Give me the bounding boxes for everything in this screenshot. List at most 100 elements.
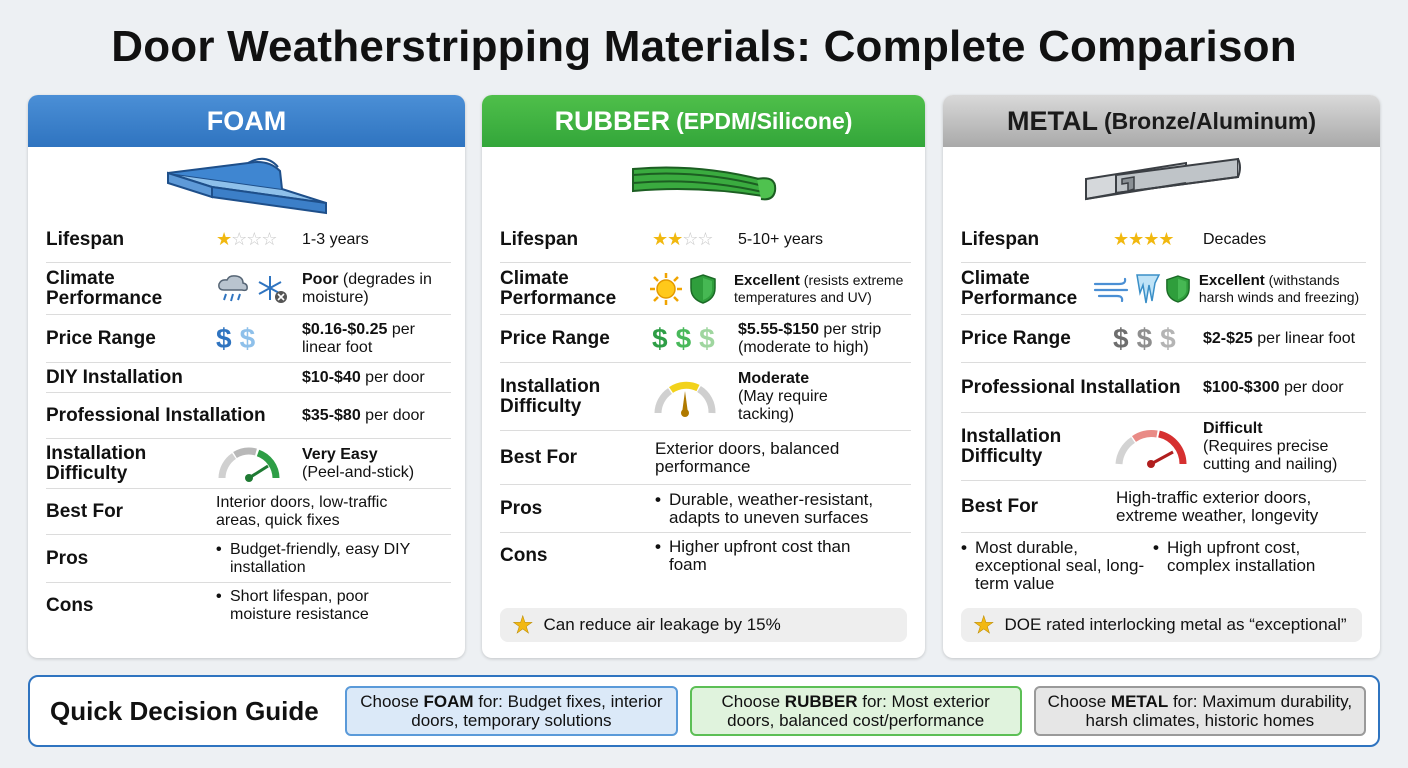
metal-header-title: METAL bbox=[1006, 105, 1098, 136]
difficulty-value: Very Easy (Peel-and-stick) bbox=[302, 445, 415, 481]
lifespan-label: Lifespan bbox=[46, 228, 125, 250]
two-dollar-icon: $ $ bbox=[216, 322, 258, 354]
cons-label: Cons bbox=[500, 545, 548, 566]
rubber-header: RUBBER (EPDM/Silicone) bbox=[482, 95, 925, 147]
climate-label: Climate Performance bbox=[500, 267, 617, 309]
best-value: High-traffic exterior doors, extreme wea… bbox=[1116, 487, 1319, 525]
price-label: Price Range bbox=[46, 327, 156, 349]
metal-header: METAL (Bronze/Aluminum) bbox=[943, 95, 1380, 147]
star-empty-icon: ☆☆ bbox=[682, 229, 713, 249]
diy-value: $10-$40 per door bbox=[302, 368, 425, 386]
gauge-moderate-icon bbox=[654, 381, 716, 417]
price-value: $2-$25 per linear foot bbox=[1203, 329, 1356, 347]
best-label: Best For bbox=[961, 495, 1039, 517]
cons-value: • Higher upfront cost than foam bbox=[655, 537, 851, 574]
pro-value: $100-$300 per door bbox=[1203, 378, 1344, 396]
pro-value: $35-$80 per door bbox=[302, 406, 425, 424]
difficulty-value: Moderate (May require tacking) bbox=[738, 369, 828, 423]
star-empty-icon: ☆☆☆ bbox=[231, 229, 277, 249]
best-value: Exterior doors, balanced performance bbox=[655, 438, 840, 476]
rubber-seal-strip-icon bbox=[482, 147, 925, 217]
three-dollar-icon: $ $ $ bbox=[1113, 322, 1178, 354]
foam-difficulty-row: Installation Difficulty Very Easy (Peel-a… bbox=[46, 439, 451, 489]
gauge-difficult-icon bbox=[1115, 429, 1187, 468]
foam-price-row: Price Range $ $ $0.16-$0.25 per linear fo… bbox=[46, 315, 451, 363]
price-label: Price Range bbox=[500, 327, 610, 349]
pro-label: Professional Installation bbox=[46, 404, 266, 426]
foam-pros-row: Pros • Budget-friendly, easy DIY installa… bbox=[46, 535, 451, 583]
pros-value: • Durable, weather-resistant, adapts to u… bbox=[655, 489, 874, 527]
guide-metal-box: Choose METAL for: Maximum durability, ha… bbox=[1033, 686, 1366, 736]
star-icon: ★ bbox=[512, 611, 534, 639]
rating-stars: ★☆☆☆ bbox=[216, 229, 302, 250]
rubber-header-sub: (EPDM/Silicone) bbox=[676, 107, 853, 134]
climate-value: Poor (degrades in moisture) bbox=[302, 270, 432, 306]
cons-value: • Short lifespan, poor moisture resistanc… bbox=[216, 588, 369, 623]
lifespan-value: Decades bbox=[1203, 230, 1267, 248]
rubber-difficulty-row: Installation Difficulty Moderate (May req… bbox=[500, 363, 911, 431]
best-label: Best For bbox=[46, 500, 124, 522]
best-value: Interior doors, low-traffic areas, quick… bbox=[216, 493, 388, 529]
star-filled-icon: ★★ bbox=[652, 229, 683, 249]
price-value: $5.55-$150 per strip (moderate to high) bbox=[738, 320, 882, 356]
price-value: $0.16-$0.25 per linear foot bbox=[302, 320, 415, 356]
foam-header-title: FOAM bbox=[206, 105, 287, 136]
pros-value: • Budget-friendly, easy DIY installation bbox=[216, 540, 410, 576]
star-icon: ★ bbox=[973, 611, 995, 639]
pros-value: • Most durable, exceptional seal, long-te… bbox=[961, 538, 1145, 593]
cons-value: • High upfront cost, complex installation bbox=[1153, 538, 1316, 575]
guide-foam-box: Choose FOAM for: Budget fixes, interior … bbox=[345, 686, 678, 736]
rubber-header-title: RUBBER bbox=[554, 105, 671, 136]
climate-value: Excellent (withstands harsh winds and fr… bbox=[1198, 272, 1360, 305]
difficulty-value: Difficult (Requires precise cutting and n… bbox=[1203, 419, 1338, 473]
foam-cons-row: Cons • Short lifespan, poor moisture resi… bbox=[46, 583, 451, 629]
rating-stars: ★★★★ bbox=[1113, 229, 1203, 250]
rubber-card: RUBBER (EPDM/Silicone) Lifespan ★★☆☆ 5-1… bbox=[482, 95, 925, 658]
best-label: Best For bbox=[500, 446, 578, 468]
rubber-price-row: Price Range $ $ $ $5.55-$150 per strip (mo… bbox=[500, 315, 911, 363]
lifespan-value: 5-10+ years bbox=[738, 230, 823, 248]
sun-icon bbox=[650, 272, 683, 305]
rubber-lifespan-row: Lifespan ★★☆☆ 5-10+ years bbox=[500, 217, 911, 263]
rubber-best-row: Best For Exterior doors, balanced perfor… bbox=[500, 431, 911, 485]
difficulty-label: Installation Difficulty bbox=[961, 425, 1062, 467]
metal-pro-row: Professional Installation $100-$300 per … bbox=[961, 363, 1366, 413]
foam-climate-row: Climate Performance bbox=[46, 263, 451, 315]
pro-label: Professional Installation bbox=[961, 376, 1181, 398]
star-filled-icon: ★★★★ bbox=[1113, 229, 1175, 249]
diy-label: DIY Installation bbox=[46, 366, 183, 388]
shield-icon bbox=[690, 273, 717, 304]
rating-stars: ★★☆☆ bbox=[652, 229, 738, 250]
climate-label: Climate Performance bbox=[961, 267, 1078, 309]
quick-decision-guide: Quick Decision Guide Choose FOAM for: Bu… bbox=[28, 675, 1380, 747]
shield-icon bbox=[1165, 274, 1190, 303]
cons-label: Cons bbox=[46, 595, 94, 616]
foam-best-row: Best For Interior doors, low-traffic are… bbox=[46, 489, 451, 535]
guide-rubber-box: Choose RUBBER for: Most exterior doors, … bbox=[689, 686, 1022, 736]
lifespan-label: Lifespan bbox=[961, 228, 1040, 250]
metal-header-sub: (Bronze/Aluminum) bbox=[1103, 107, 1317, 134]
wind-icon bbox=[1093, 277, 1128, 302]
lifespan-label: Lifespan bbox=[500, 228, 579, 250]
foam-pro-row: Professional Installation $35-$80 per do… bbox=[46, 393, 451, 439]
foam-lifespan-row: Lifespan ★☆☆☆ 1-3 years bbox=[46, 217, 451, 263]
snowflake-x-icon bbox=[258, 275, 287, 303]
rubber-climate-row: Climate Performance Excellen bbox=[500, 263, 911, 315]
star-filled-icon: ★ bbox=[216, 229, 232, 249]
lifespan-value: 1-3 years bbox=[302, 230, 369, 248]
pros-label: Pros bbox=[500, 497, 543, 519]
metal-proscons-row: • Most durable, exceptional seal, long-te… bbox=[961, 533, 1366, 597]
pros-label: Pros bbox=[46, 547, 89, 569]
rubber-pros-row: Pros • Durable, weather-resistant, adapts… bbox=[500, 485, 911, 533]
climate-label: Climate Performance bbox=[46, 267, 163, 309]
metal-difficulty-row: Installation Difficulty Difficult (Requir… bbox=[961, 413, 1366, 481]
difficulty-label: Installation Difficulty bbox=[46, 442, 147, 484]
gauge-easy-icon bbox=[218, 447, 280, 482]
metal-interlock-strip-icon bbox=[943, 147, 1380, 217]
page-title: Door Weatherstripping Materials: Complet… bbox=[111, 22, 1297, 71]
foam-card: FOAM Lifespan ★☆☆☆ 1-3 years Climate Per… bbox=[28, 95, 465, 658]
rubber-note: ★ Can reduce air leakage by 15% bbox=[500, 608, 907, 642]
metal-note: ★ DOE rated interlocking metal as “excep… bbox=[961, 608, 1362, 642]
foam-header: FOAM bbox=[28, 95, 465, 147]
metal-lifespan-row: Lifespan ★★★★ Decades bbox=[961, 217, 1366, 263]
